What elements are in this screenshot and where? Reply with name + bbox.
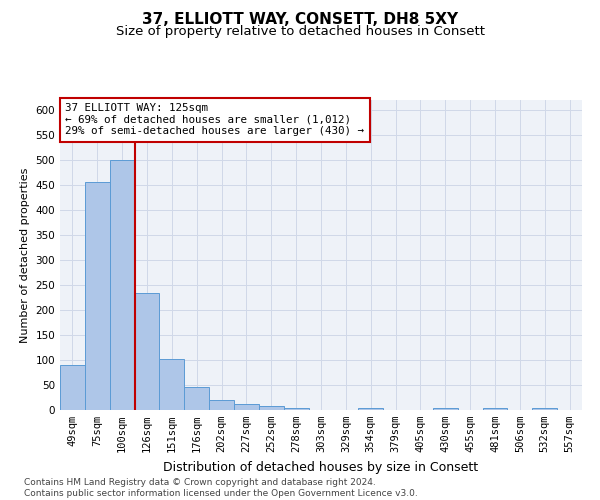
Text: 37 ELLIOTT WAY: 125sqm
← 69% of detached houses are smaller (1,012)
29% of semi-: 37 ELLIOTT WAY: 125sqm ← 69% of detached… [65, 103, 364, 136]
Bar [85, 182, 110, 410]
Bar [134, 292, 160, 410]
Text: 37, ELLIOTT WAY, CONSETT, DH8 5XY: 37, ELLIOTT WAY, CONSETT, DH8 5XY [142, 12, 458, 28]
Bar [284, 408, 308, 410]
Bar [160, 358, 184, 410]
Bar [110, 160, 134, 410]
Text: Contains HM Land Registry data © Crown copyright and database right 2024.
Contai: Contains HM Land Registry data © Crown c… [24, 478, 418, 498]
Bar [234, 404, 259, 410]
Bar [209, 400, 234, 410]
Bar [60, 365, 85, 410]
Bar [184, 386, 209, 410]
Text: Size of property relative to detached houses in Consett: Size of property relative to detached ho… [115, 25, 485, 38]
Bar [358, 408, 383, 410]
X-axis label: Distribution of detached houses by size in Consett: Distribution of detached houses by size … [163, 460, 479, 473]
Bar [259, 406, 284, 410]
Y-axis label: Number of detached properties: Number of detached properties [20, 168, 30, 342]
Bar [482, 408, 508, 410]
Bar [433, 408, 458, 410]
Bar [532, 408, 557, 410]
